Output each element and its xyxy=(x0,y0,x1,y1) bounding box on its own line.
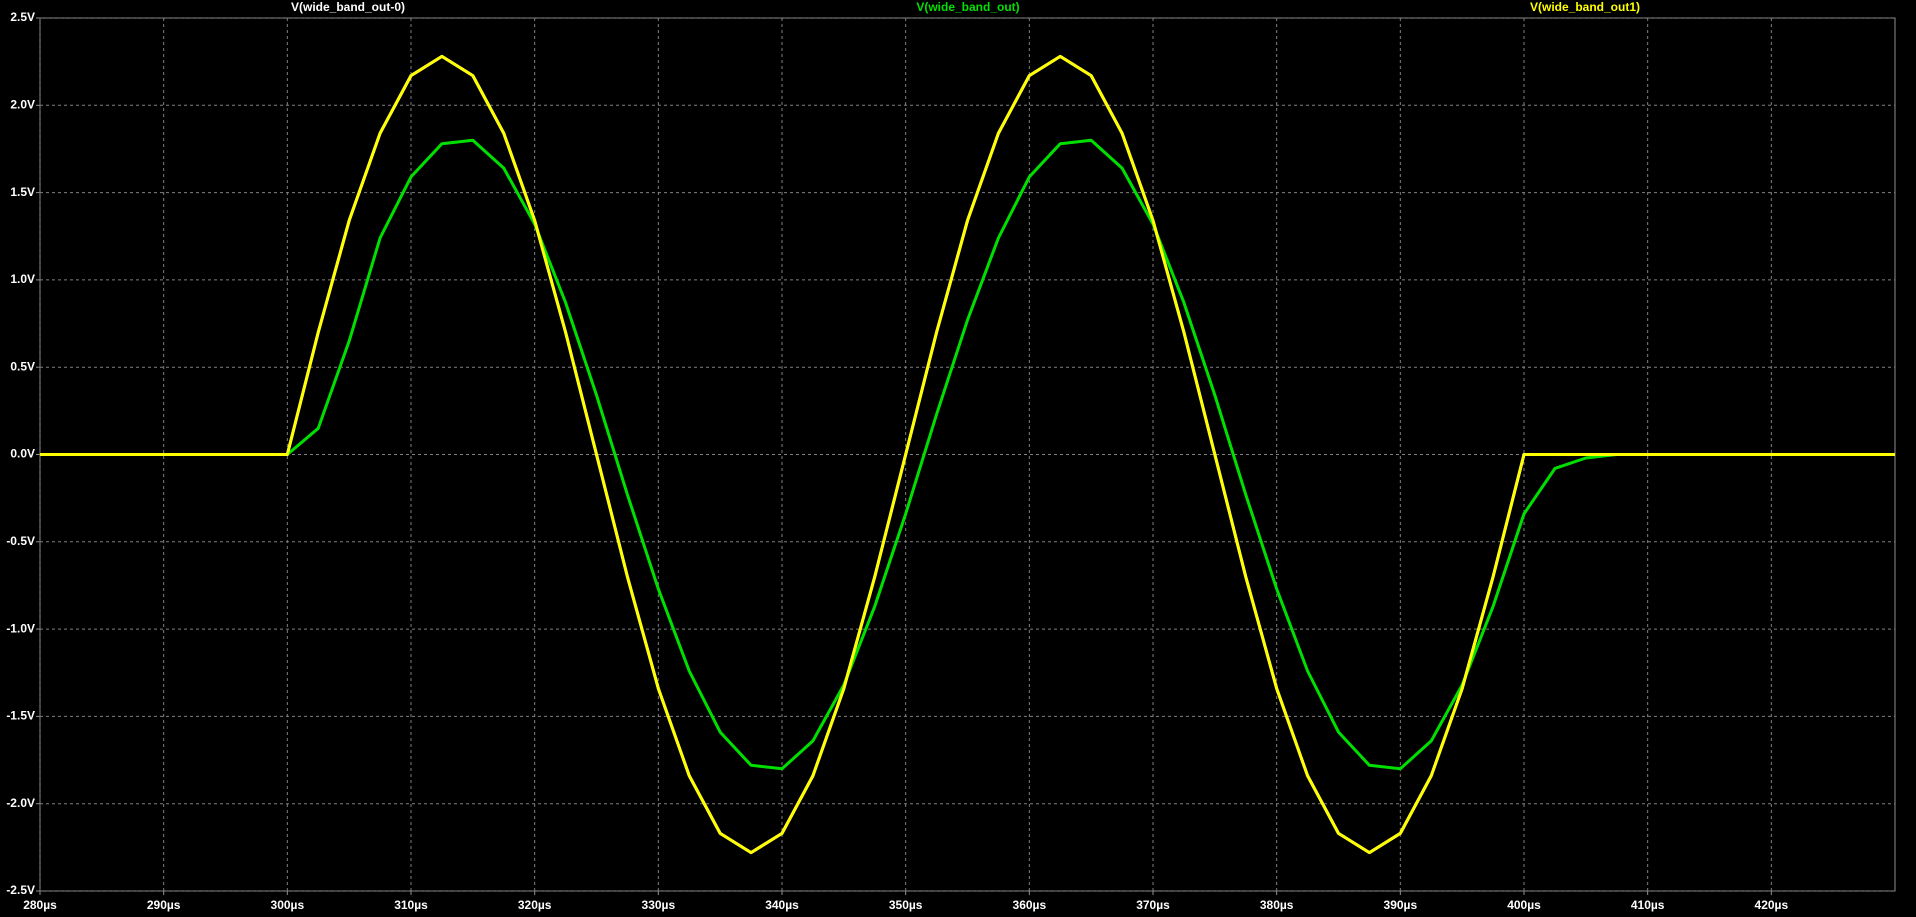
y-tick-label: -1.0V xyxy=(6,621,35,635)
x-tick-label: 300µs xyxy=(271,898,305,912)
x-tick-label: 280µs xyxy=(23,898,57,912)
legend-entry: V(wide_band_out1) xyxy=(1530,0,1640,14)
x-tick-label: 410µs xyxy=(1631,898,1665,912)
y-tick-label: 1.0V xyxy=(10,272,35,286)
x-tick-label: 360µs xyxy=(1013,898,1047,912)
y-tick-label: -2.5V xyxy=(6,883,35,897)
x-tick-label: 310µs xyxy=(394,898,428,912)
x-tick-label: 400µs xyxy=(1507,898,1541,912)
x-tick-label: 290µs xyxy=(147,898,181,912)
y-tick-label: -2.0V xyxy=(6,796,35,810)
x-tick-label: 340µs xyxy=(765,898,799,912)
x-tick-label: 370µs xyxy=(1136,898,1170,912)
series-line xyxy=(40,138,1895,771)
x-tick-label: 320µs xyxy=(518,898,552,912)
x-tick-label: 330µs xyxy=(642,898,676,912)
x-tick-label: 390µs xyxy=(1384,898,1418,912)
x-tick-label: 420µs xyxy=(1755,898,1789,912)
x-tick-label: 380µs xyxy=(1260,898,1294,912)
legend-entry: V(wide_band_out) xyxy=(916,0,1019,14)
y-tick-label: -0.5V xyxy=(6,534,35,548)
y-tick-label: -1.5V xyxy=(6,709,35,723)
y-tick-label: 0.0V xyxy=(10,447,35,461)
y-tick-label: 2.5V xyxy=(10,10,35,24)
series-line xyxy=(40,54,1895,855)
x-tick-label: 350µs xyxy=(889,898,923,912)
y-tick-label: 1.5V xyxy=(10,185,35,199)
legend-entry: V(wide_band_out-0) xyxy=(291,0,405,14)
y-tick-label: 0.5V xyxy=(10,359,35,373)
y-tick-label: 2.0V xyxy=(10,97,35,111)
